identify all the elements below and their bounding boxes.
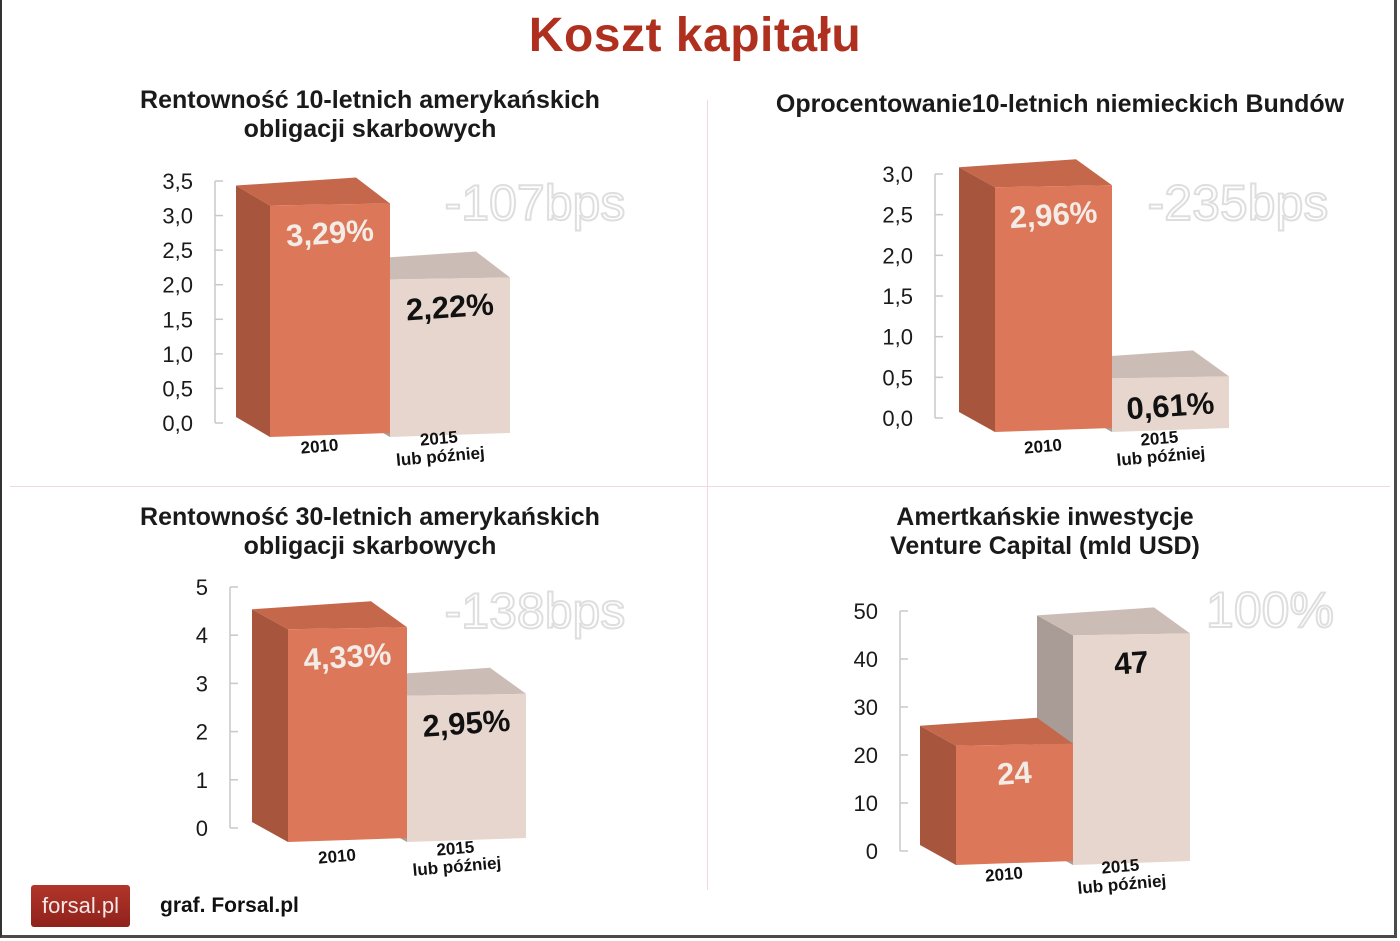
forsal-logo: forsal.pl [31, 885, 130, 927]
x-category-label-2010: 2010 [984, 863, 1023, 885]
change-annotation: -107bps [445, 175, 626, 231]
change-annotation: 100% [1206, 582, 1334, 638]
y-tick-label: 3,0 [882, 162, 913, 187]
y-tick-label: 0 [196, 816, 208, 841]
bar-value-label: 4,33% [302, 636, 392, 677]
y-tick-label: 1,5 [882, 284, 913, 309]
y-tick-label: 2,0 [882, 243, 913, 268]
y-tick-label: 3,5 [162, 169, 193, 194]
y-tick-label: 1,0 [882, 325, 913, 350]
graphic-credit: graf. Forsal.pl [160, 894, 299, 917]
x-category-label-later: lub później [1077, 871, 1167, 898]
x-category-label-2010: 2010 [300, 435, 339, 457]
x-category-label-2010: 2010 [1023, 435, 1062, 457]
y-tick-label: 20 [854, 743, 878, 768]
y-tick-label: 2,5 [162, 238, 193, 263]
y-tick-label: 0 [866, 839, 878, 864]
x-category-label-2015: 2015 [436, 837, 475, 859]
bar-value-label: 2,96% [1008, 194, 1098, 235]
bar-2010: 3,29% [236, 177, 390, 437]
y-tick-label: 0,5 [162, 376, 193, 401]
chart-title: Oprocentowanie10-letnich niemieckich Bun… [775, 90, 1345, 118]
y-tick-label: 0,0 [882, 406, 913, 431]
y-tick-label: 5 [196, 575, 208, 600]
x-category-label-2015: 2015 [1140, 427, 1179, 449]
bar-value-label: 2,22% [405, 286, 495, 327]
x-category-label-2010: 2010 [317, 845, 356, 867]
vertical-divider [707, 100, 708, 890]
chart-title: Rentowność 30-letnich amerykańskich oblig… [140, 503, 600, 560]
y-tick-label: 2 [196, 720, 208, 745]
horizontal-divider [10, 486, 1390, 487]
y-tick-label: 1,0 [162, 342, 193, 367]
y-tick-label: 1 [196, 768, 208, 793]
bar-2010: 24 [920, 717, 1073, 865]
y-tick-label: 0,5 [882, 365, 913, 390]
chart-title: Rentowność 10-letnich amerykańskich oblig… [140, 86, 600, 143]
y-tick-label: 4 [196, 623, 208, 648]
y-tick-label: 0,0 [162, 411, 193, 436]
bar-value-label: 2,95% [421, 703, 511, 744]
bar-value-label: 24 [996, 755, 1034, 792]
bar-value-label: 47 [1113, 644, 1150, 681]
main-title: Koszt kapitału [528, 9, 862, 62]
x-category-label-2015: 2015 [1101, 855, 1140, 877]
bar-value-label: 3,29% [285, 213, 375, 254]
y-tick-label: 50 [854, 599, 878, 624]
change-annotation: -235bps [1148, 175, 1329, 231]
change-annotation: -138bps [445, 583, 626, 639]
y-tick-label: 1,5 [162, 307, 193, 332]
y-tick-label: 2,5 [882, 203, 913, 228]
y-tick-label: 3,0 [162, 204, 193, 229]
bar-2010: 2,96% [959, 159, 1112, 432]
y-tick-label: 2,0 [162, 273, 193, 298]
bar-value-label: 0,61% [1125, 385, 1215, 426]
y-tick-label: 3 [196, 671, 208, 696]
bar-2010: 4,33% [252, 601, 407, 842]
y-tick-label: 30 [854, 695, 878, 720]
y-tick-label: 40 [854, 647, 878, 672]
y-tick-label: 10 [854, 791, 878, 816]
x-category-label-2015: 2015 [419, 427, 458, 449]
chart-title: Amertkańskie inwestycje Venture Capital (… [890, 503, 1200, 560]
